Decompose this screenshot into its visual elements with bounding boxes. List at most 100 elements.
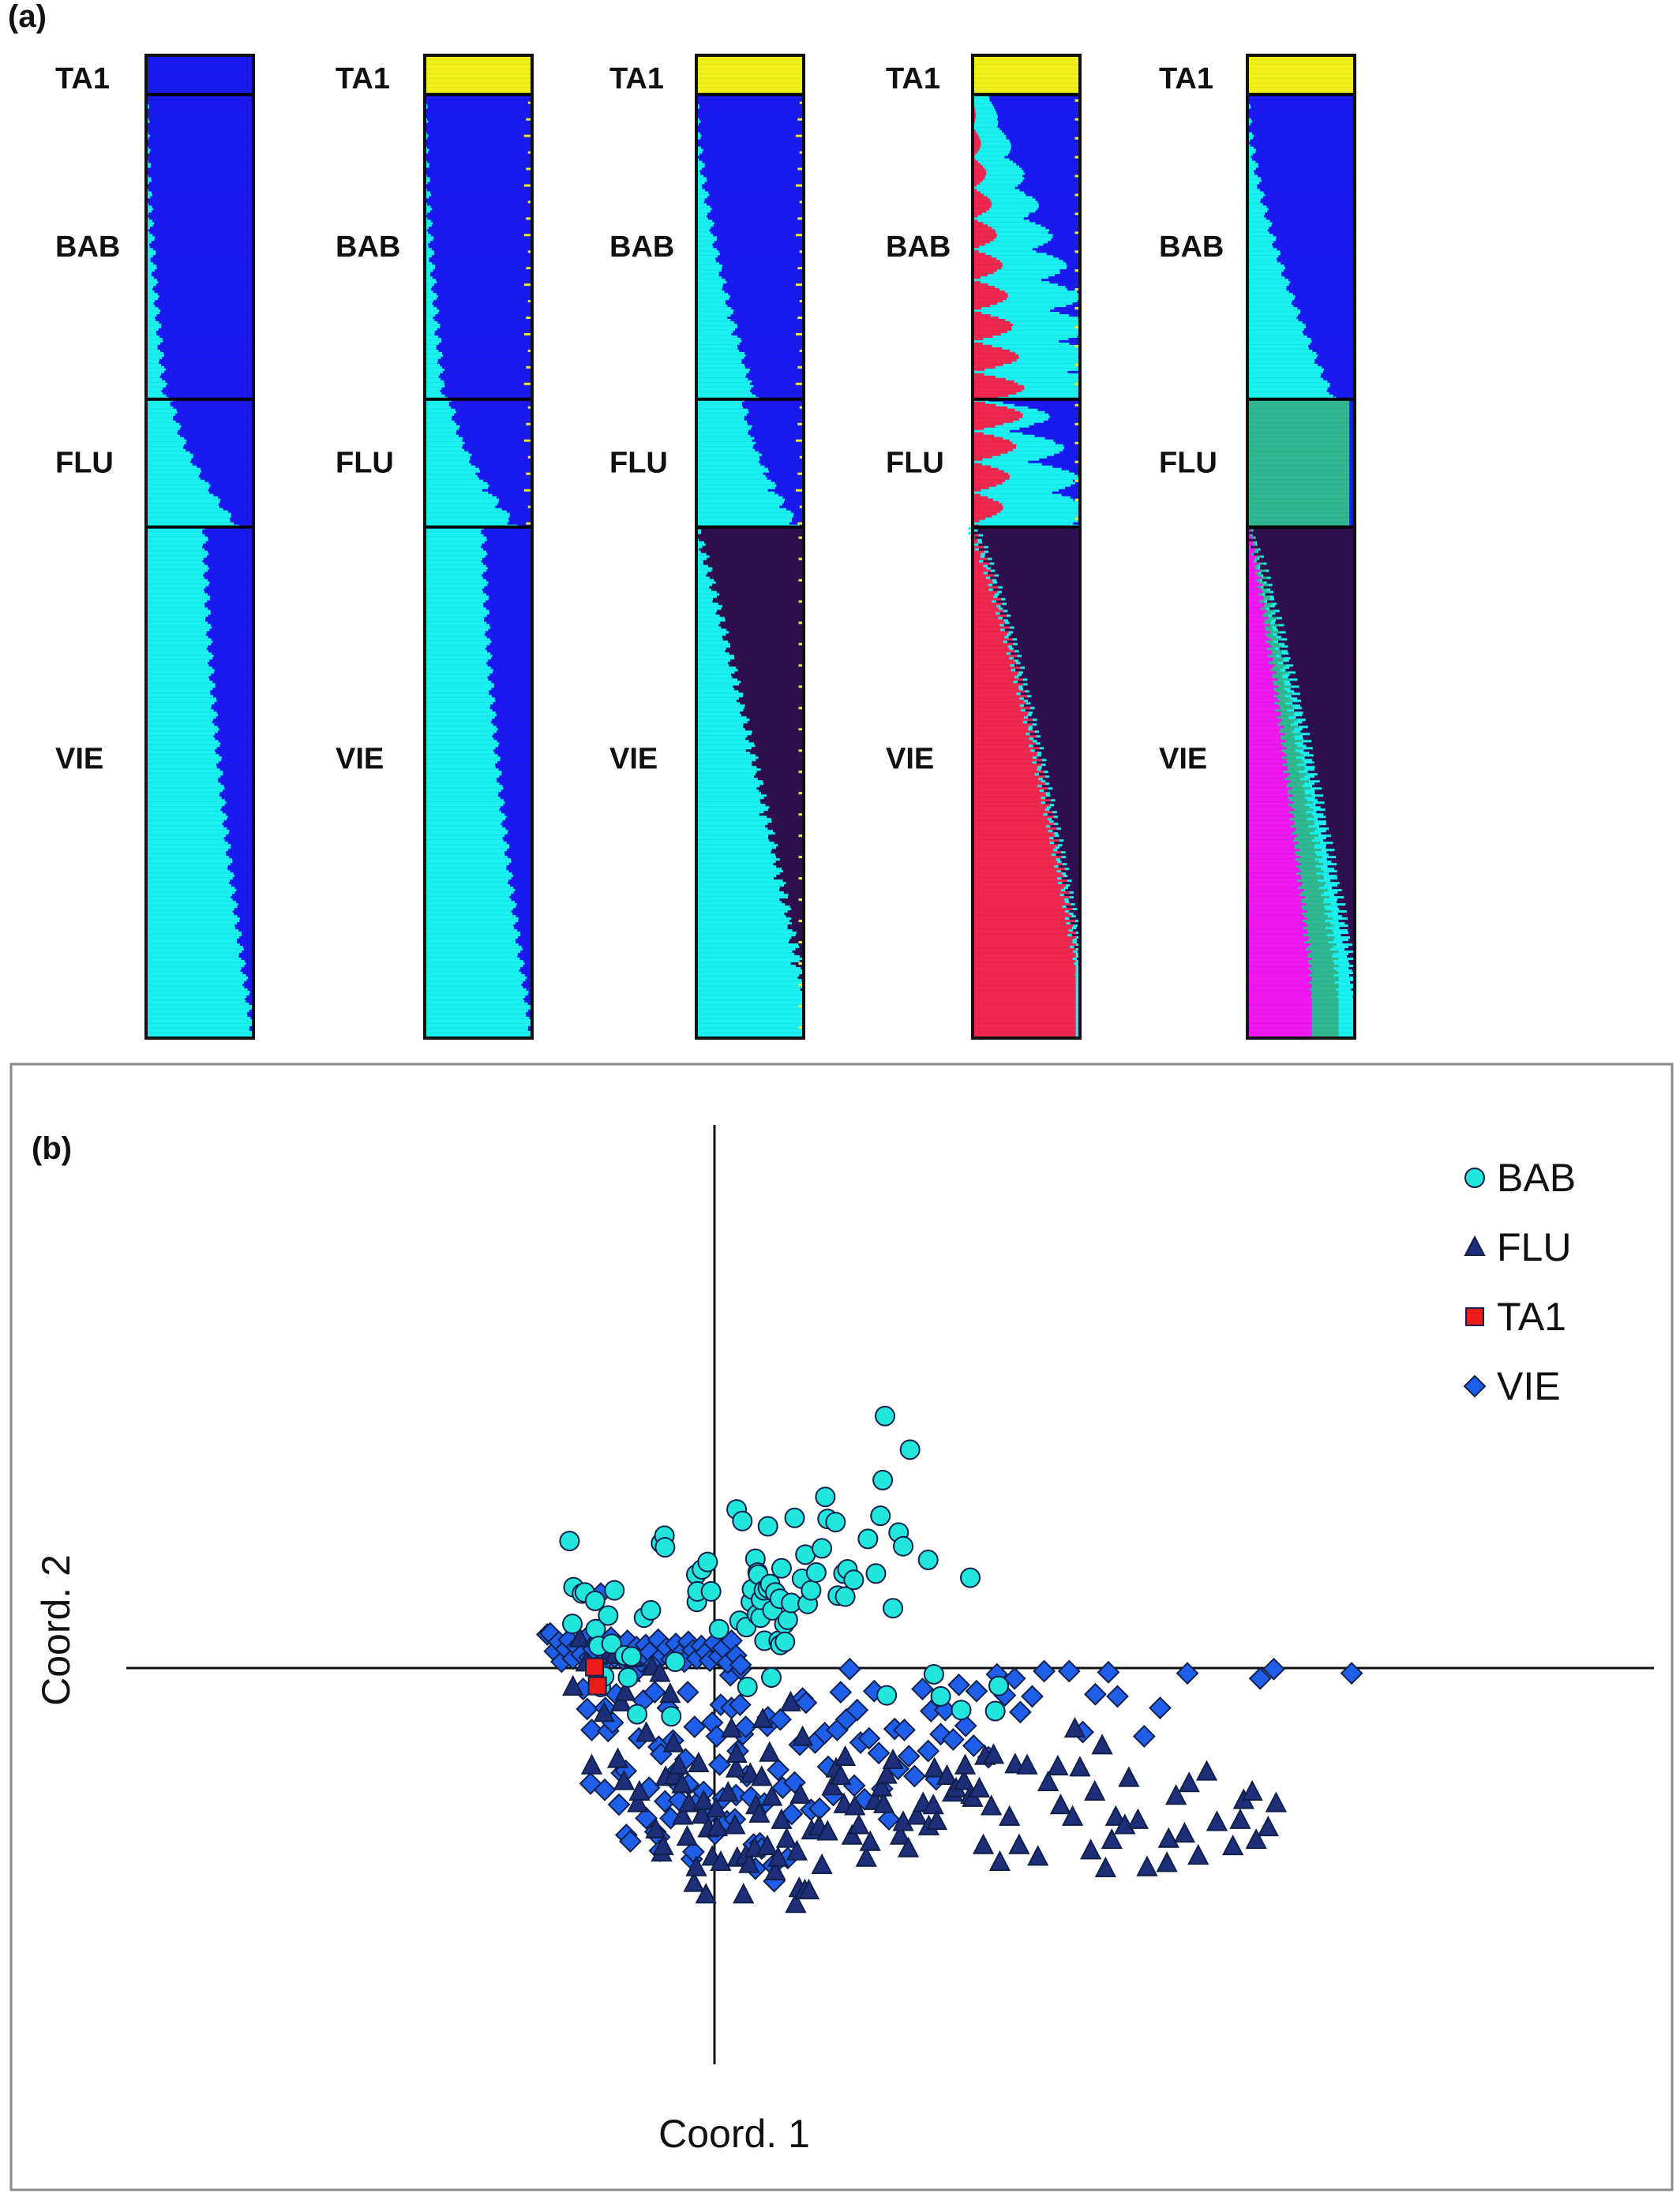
ancestry-fraction [973,640,1003,644]
ancestry-fraction [1075,1029,1081,1032]
ancestry-fraction [973,427,984,431]
ancestry-fraction [425,974,525,977]
ancestry-fraction [696,191,709,195]
column-frame [971,54,1082,1040]
ancestry-fraction [487,650,533,654]
ancestry-fraction [1269,219,1356,223]
ancestry-fraction [494,716,533,719]
ancestry-fraction [973,626,1011,630]
ancestry-fraction [696,264,723,268]
ancestry-fraction [718,262,804,265]
ancestry-fraction [425,531,482,535]
ancestry-fraction [1059,858,1081,861]
ancestry-fraction [526,267,533,270]
ancestry-fraction [496,730,533,733]
ancestry-fraction [696,920,790,923]
ancestry-fraction [146,406,174,410]
ancestry-fraction [1033,737,1081,740]
ancestry-fraction [146,688,213,692]
ancestry-fraction [1247,465,1350,469]
population-boundary [425,397,532,401]
ancestry-fraction [696,182,705,186]
ancestry-fraction [973,1014,1076,1018]
ancestry-fraction [425,321,438,324]
ancestry-fraction [1008,635,1081,639]
ancestry-fraction [1054,307,1075,310]
ancestry-fraction [146,418,174,422]
ancestry-fraction [146,588,204,592]
ancestry-fraction [697,139,804,143]
ancestry-fraction [696,799,760,802]
ancestry-fraction [1013,647,1081,651]
ancestry-fraction [996,579,1081,583]
ancestry-fraction [146,151,150,155]
ancestry-fraction [1247,446,1350,450]
ancestry-fraction [1048,413,1081,417]
ancestry-fraction [148,118,254,122]
ancestry-fraction [696,165,705,169]
ancestry-fraction [1260,201,1356,204]
ancestry-fraction [425,640,492,644]
ancestry-fraction [743,406,801,410]
ancestry-fraction [146,709,214,712]
ancestry-fraction [215,685,254,689]
ancestry-fraction [973,635,1005,639]
ancestry-fraction [798,856,804,859]
ancestry-fraction [1349,437,1356,440]
ancestry-fraction [1050,794,1081,797]
ancestry-fraction [760,801,804,804]
ancestry-fraction [999,127,1081,131]
ancestry-fraction [1247,295,1296,298]
ancestry-fraction [789,522,798,526]
ancestry-fraction [1349,503,1356,507]
ancestry-fraction [737,669,804,673]
ancestry-fraction [146,339,163,343]
ancestry-fraction [146,274,152,277]
ancestry-fraction [436,298,533,301]
ancestry-fraction [696,939,790,942]
ancestry-fraction [161,324,254,327]
ancestry-fraction [425,538,488,542]
ancestry-fraction [218,778,254,781]
ancestry-fraction [489,484,533,488]
ancestry-fraction [425,849,508,852]
ancestry-fraction [979,548,1081,552]
ancestry-fraction [485,647,533,651]
ancestry-fraction [227,849,254,852]
ancestry-fraction [425,165,429,169]
ancestry-fraction [508,882,533,885]
ancestry-fraction [973,370,1068,374]
ancestry-fraction [425,785,503,788]
ancestry-fraction [973,380,1014,384]
ancestry-fraction [1033,718,1037,722]
ancestry-fraction [526,1014,533,1018]
ancestry-fraction [792,519,804,523]
ancestry-fraction [992,101,1081,105]
ancestry-fraction [990,576,1081,580]
ancestry-fraction [490,626,533,630]
ancestry-fraction [159,312,254,315]
ancestry-fraction [1258,550,1356,554]
ancestry-fraction [149,151,254,155]
ancestry-fraction [989,96,1081,100]
ancestry-fraction [146,787,225,790]
ancestry-fraction [516,903,533,906]
ancestry-fraction [523,986,533,989]
ancestry-fraction [973,910,1066,913]
ancestry-fraction [434,319,533,322]
ancestry-fraction [696,243,713,246]
ancestry-fraction [743,723,804,726]
ancestry-fraction [1047,455,1081,459]
ancestry-fraction [1063,894,1081,897]
ancestry-fraction [1250,144,1356,148]
ancestry-fraction [1044,775,1050,778]
ancestry-fraction [1008,631,1014,635]
ancestry-fraction [1037,756,1081,759]
ancestry-fraction [696,725,744,729]
ancestry-fraction [696,609,718,613]
ancestry-fraction [721,269,804,272]
ancestry-fraction [799,406,804,410]
ancestry-fraction [1028,215,1081,218]
ancestry-fraction [973,283,988,287]
ancestry-fraction [429,177,533,181]
